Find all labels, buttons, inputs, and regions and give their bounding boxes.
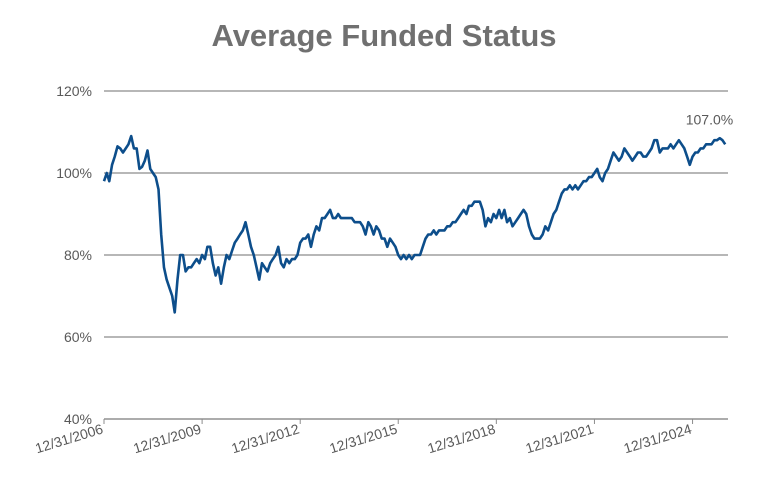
data-line [102, 134, 727, 314]
x-tick-label: 12/31/2012 [229, 421, 301, 457]
y-tick-label: 120% [56, 83, 92, 99]
y-tick-label: 40% [64, 411, 92, 427]
y-tick-label: 100% [56, 165, 92, 181]
data-label: 107.0% [686, 111, 733, 127]
x-tick-label: 12/31/2015 [327, 421, 399, 457]
y-tick-label: 80% [64, 247, 92, 263]
x-tick-label: 12/31/2021 [524, 421, 596, 457]
chart-title: Average Funded Status [211, 18, 556, 53]
x-tick-label: 12/31/2024 [622, 421, 694, 457]
y-tick-label: 60% [64, 329, 92, 345]
x-tick-label: 12/31/2018 [426, 421, 498, 457]
x-tick-label: 12/31/2009 [131, 421, 203, 457]
